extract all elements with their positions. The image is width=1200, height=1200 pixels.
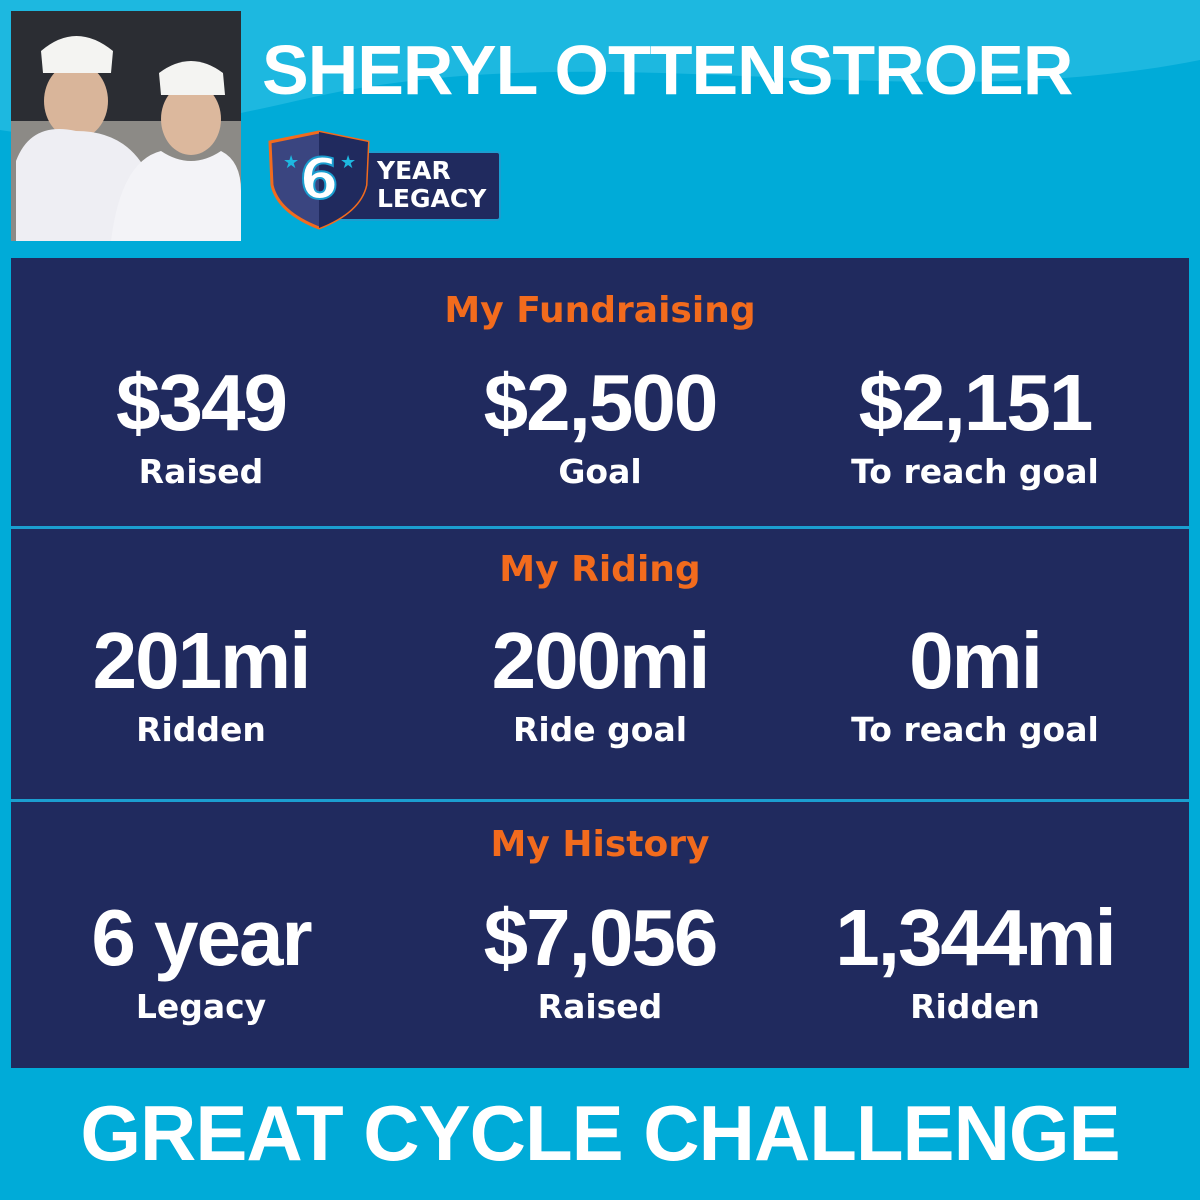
badge-line1: YEAR xyxy=(377,156,451,185)
stat-legacy: 6 year Legacy xyxy=(1,893,401,1027)
section-riding: My Riding 201mi Ridden 200mi Ride goal 0mi… xyxy=(11,529,1189,799)
section-title: My Fundraising xyxy=(444,290,756,331)
stat-label: Raised xyxy=(537,987,663,1026)
background-wave xyxy=(0,0,1200,135)
section-fundraising: My Fundraising $349 Raised $2,500 Goal $2,… xyxy=(11,258,1189,526)
stat-ride-to-reach-goal: 0mi To reach goal xyxy=(775,616,1175,750)
section-title: My Riding xyxy=(499,549,701,590)
stat-label: Ridden xyxy=(136,710,266,749)
brand-logo-text: GREAT CYCLE CHALLENGE xyxy=(80,1089,1120,1177)
section-history: My History 6 year Legacy $7,056 Raised 1,3… xyxy=(11,802,1189,1068)
stats-panel: My Fundraising $349 Raised $2,500 Goal $2,… xyxy=(11,258,1189,1068)
stat-value: 201mi xyxy=(92,616,312,705)
stat-label: Legacy xyxy=(135,987,267,1026)
legacy-badge: ★ ★ 6 YEAR LEGACY xyxy=(265,130,505,230)
stat-label: To reach goal xyxy=(851,452,1099,491)
stat-goal: $2,500 Goal xyxy=(400,358,800,492)
stat-label: Goal xyxy=(558,452,642,491)
section-title: My History xyxy=(490,824,710,865)
stat-value: 6 year xyxy=(91,893,312,982)
stat-label: Ridden xyxy=(910,987,1040,1026)
stat-value: 200mi xyxy=(491,616,711,705)
stat-value: 0mi xyxy=(909,616,1043,705)
divider xyxy=(11,526,1189,529)
divider xyxy=(11,799,1189,802)
stat-value: $2,151 xyxy=(858,358,1094,447)
stat-value: 1,344mi xyxy=(835,893,1117,982)
stat-value: $7,056 xyxy=(483,893,719,982)
stat-value: $2,500 xyxy=(483,358,719,447)
stat-total-raised: $7,056 Raised xyxy=(400,893,800,1027)
stat-label: To reach goal xyxy=(851,710,1099,749)
stat-to-reach-goal: $2,151 To reach goal xyxy=(775,358,1175,492)
stat-ridden: 201mi Ridden xyxy=(1,616,401,750)
stat-ride-goal: 200mi Ride goal xyxy=(400,616,800,750)
badge-line2: LEGACY xyxy=(377,184,487,213)
stat-label: Ride goal xyxy=(512,710,688,749)
badge-number: 6 xyxy=(300,147,339,212)
svg-text:★: ★ xyxy=(283,152,299,173)
stat-total-ridden: 1,344mi Ridden xyxy=(775,893,1175,1027)
svg-text:★: ★ xyxy=(340,152,356,173)
stat-raised: $349 Raised xyxy=(1,358,401,492)
stat-value: $349 xyxy=(116,358,288,447)
participant-name: SHERYL OTTENSTROER xyxy=(262,31,1073,109)
stat-label: Raised xyxy=(138,452,264,491)
shield-icon: ★ ★ 6 xyxy=(268,130,370,230)
profile-photo xyxy=(11,11,241,241)
